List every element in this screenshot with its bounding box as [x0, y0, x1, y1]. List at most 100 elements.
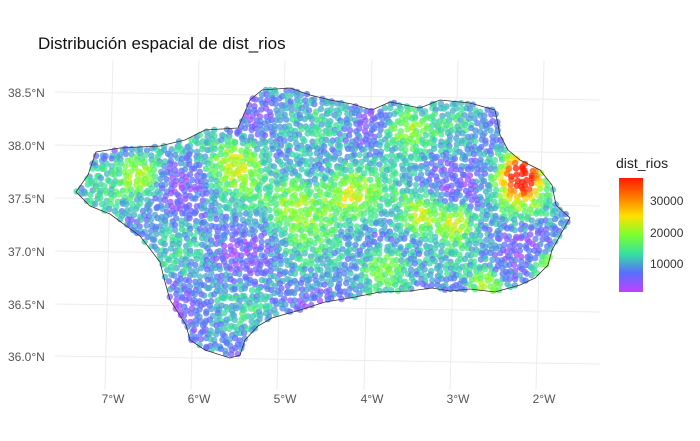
data-point	[336, 254, 343, 262]
data-point	[295, 131, 303, 138]
data-point	[217, 321, 224, 328]
data-point	[186, 250, 194, 257]
data-point	[336, 145, 343, 152]
data-point	[401, 216, 408, 223]
data-point	[344, 255, 352, 262]
data-point	[506, 195, 513, 202]
data-point	[418, 110, 426, 117]
data-point	[151, 173, 158, 180]
data-point	[313, 227, 321, 234]
data-point	[482, 255, 489, 263]
data-point	[308, 260, 315, 267]
data-point	[332, 174, 339, 182]
data-point	[506, 275, 513, 283]
data-point	[276, 226, 283, 233]
data-point	[510, 261, 518, 269]
data-point	[242, 186, 249, 193]
data-point	[543, 204, 550, 212]
data-point	[387, 287, 395, 294]
data-point	[317, 266, 324, 274]
data-point	[294, 285, 301, 292]
data-point	[162, 219, 169, 227]
data-point	[298, 125, 305, 133]
data-point	[348, 195, 355, 202]
data-point	[262, 296, 269, 303]
data-point	[326, 109, 333, 117]
data-point	[246, 279, 253, 287]
data-point	[422, 115, 429, 122]
data-point	[357, 106, 364, 114]
data-point	[241, 231, 248, 238]
data-point	[226, 132, 233, 140]
data-point	[305, 210, 313, 217]
data-point	[317, 192, 324, 199]
data-point	[413, 280, 421, 287]
data-point	[336, 240, 343, 247]
data-point	[453, 230, 460, 237]
data-point	[476, 265, 484, 272]
data-point	[431, 110, 438, 117]
data-point	[302, 216, 309, 224]
data-point	[211, 195, 218, 202]
data-point	[381, 121, 388, 129]
data-point	[412, 181, 420, 189]
data-point	[177, 160, 184, 167]
data-point	[222, 282, 229, 289]
data-point	[354, 258, 361, 265]
data-point	[311, 294, 318, 302]
data-point	[501, 180, 508, 187]
data-point	[366, 151, 373, 158]
data-point	[346, 121, 353, 129]
data-point	[277, 151, 285, 158]
data-point	[434, 191, 441, 198]
data-point	[397, 110, 405, 118]
data-point	[228, 295, 235, 302]
data-point	[173, 265, 180, 272]
data-point	[350, 215, 358, 222]
data-point	[342, 137, 349, 144]
data-point	[453, 105, 460, 112]
data-point	[244, 142, 251, 149]
data-point	[490, 271, 498, 278]
data-point	[456, 185, 463, 192]
data-point	[381, 104, 389, 112]
data-point	[522, 170, 529, 177]
data-point	[437, 226, 444, 233]
data-point	[194, 172, 201, 179]
data-point	[187, 310, 195, 317]
data-point	[217, 145, 225, 153]
data-point	[208, 176, 215, 183]
data-point	[489, 256, 496, 263]
data-point	[417, 171, 425, 178]
data-point	[487, 275, 495, 283]
data-point	[456, 280, 463, 288]
data-point	[139, 230, 146, 238]
data-point	[161, 260, 168, 268]
data-point	[496, 235, 503, 243]
data-point	[392, 190, 400, 197]
data-point	[248, 126, 255, 133]
data-point	[316, 291, 323, 298]
data-point	[221, 234, 228, 242]
data-point	[246, 108, 253, 115]
data-point	[298, 227, 305, 234]
data-point	[351, 145, 359, 153]
data-point	[301, 150, 309, 157]
data-point	[301, 137, 308, 145]
data-point	[156, 150, 163, 157]
legend-label: 20000	[650, 226, 684, 240]
data-point	[208, 346, 216, 353]
data-point	[506, 160, 513, 167]
data-point	[501, 146, 508, 154]
data-point	[263, 91, 270, 98]
data-point	[392, 145, 399, 152]
data-point	[225, 205, 233, 212]
data-point	[341, 195, 348, 202]
data-point	[378, 166, 386, 173]
data-point	[177, 275, 184, 283]
data-point	[492, 266, 499, 273]
data-point	[486, 120, 494, 127]
data-point	[161, 240, 168, 248]
data-point	[116, 180, 124, 187]
data-point	[481, 266, 489, 273]
